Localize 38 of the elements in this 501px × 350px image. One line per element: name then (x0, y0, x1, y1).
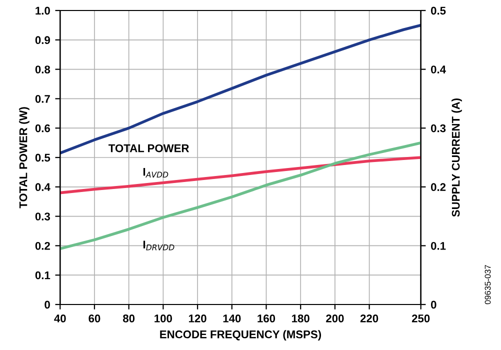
y-tick-label: 0.8 (35, 66, 50, 74)
series-label: TOTAL POWER (108, 144, 190, 152)
y-tick-label: 0.2 (35, 242, 50, 250)
line-series (60, 24, 421, 154)
y-tick-label: 0.9 (35, 36, 50, 44)
y2-tick-label: 0.5 (431, 6, 446, 15)
text: 09635-037 (484, 265, 491, 304)
y-tick-label: 0.7 (35, 94, 50, 103)
y-tick-label: 0.5 (35, 154, 50, 162)
y-axis-title: TOTAL POWER (W) (19, 107, 30, 208)
y2-tick-label: 0.1 (431, 242, 446, 250)
y-tick-label: 1.0 (36, 6, 50, 15)
x-tick-label: 100 (154, 314, 172, 322)
y-tick-label: 0.3 (35, 212, 50, 220)
line-series (60, 141, 421, 250)
x-tick-label: 160 (258, 314, 276, 322)
series-label: I$_{AVDD}$ (143, 168, 168, 178)
y-tick-label: 0.4 (35, 183, 50, 192)
y2-axis-title: SUPPLY CURRENT (A) (452, 98, 462, 217)
x-axis-title: ENCODE FREQUENCY (MSPS) (160, 330, 322, 340)
y-tick-label: 0.6 (35, 124, 50, 132)
series-label: I$_{DRVDD}$ (143, 240, 174, 250)
y2-tick-label: 0.3 (431, 124, 446, 132)
y-tick-label: 0 (44, 300, 50, 309)
x-tick-label: 140 (223, 314, 241, 322)
y2-tick-label: 0.2 (431, 183, 446, 192)
x-tick-label: 80 (123, 314, 135, 322)
line-series (60, 156, 421, 194)
x-tick-label: 200 (326, 314, 344, 322)
x-tick-label: 120 (188, 314, 206, 322)
x-tick-label: 60 (88, 314, 100, 322)
x-tick-label: 250 (412, 314, 430, 322)
x-tick-label: 220 (360, 314, 378, 322)
x-tick-label: 180 (292, 314, 310, 322)
x-tick-label: 40 (54, 314, 66, 322)
y2-tick-label: 0 (431, 300, 436, 309)
y2-tick-label: 0.4 (431, 66, 446, 74)
y-tick-label: 0.1 (35, 271, 50, 280)
